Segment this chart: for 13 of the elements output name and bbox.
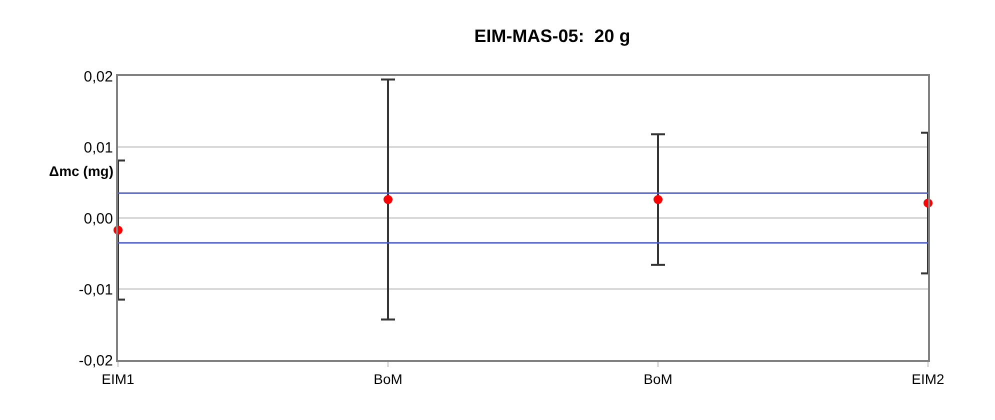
y-tick-label: -0,01 [78, 281, 113, 298]
x-tick-label: EIM1 [102, 370, 135, 387]
x-tick-label: BoM [644, 370, 672, 387]
x-tick-label: BoM [374, 370, 402, 387]
x-tick-label: EIM2 [912, 370, 945, 387]
y-tick-label: -0,02 [78, 352, 113, 370]
y-tick-label: 0,02 [84, 68, 113, 86]
y-axis-title: Δmc (mg) [49, 163, 114, 179]
point [654, 195, 662, 204]
point [384, 195, 392, 204]
y-tick-label: 0,01 [84, 139, 113, 156]
chart-title: EIM-MAS-05: 20 g [474, 26, 630, 46]
y-tick-label: 0,00 [84, 210, 113, 228]
